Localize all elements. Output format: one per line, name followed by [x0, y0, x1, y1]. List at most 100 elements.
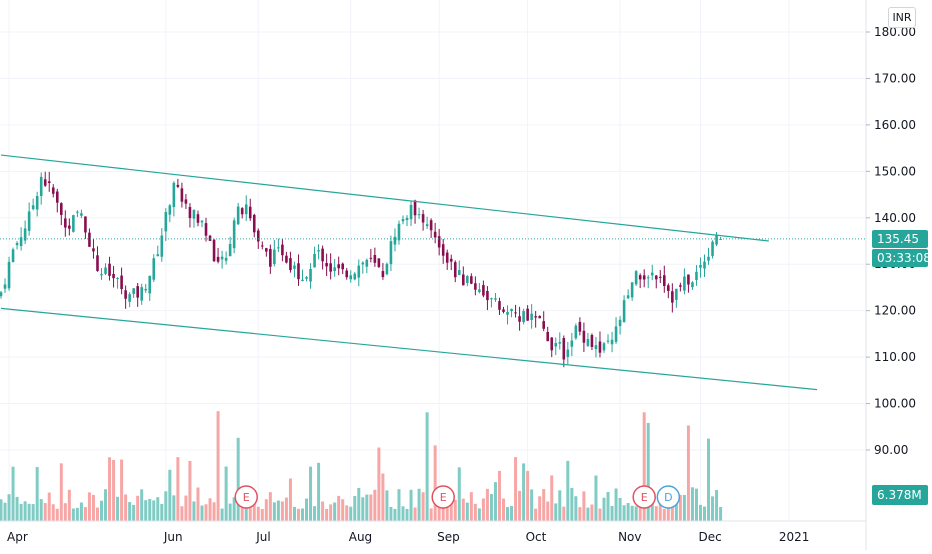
volume-bar	[658, 497, 662, 521]
candle-body	[445, 252, 449, 263]
candle-body	[526, 308, 529, 321]
volume-bar	[248, 495, 252, 521]
volume-bar	[433, 445, 437, 521]
candle-body	[518, 316, 521, 322]
volume-bar	[108, 457, 112, 521]
candle-body	[361, 262, 365, 265]
time-tick-label: Dec	[698, 530, 721, 544]
trendlines	[0, 154, 866, 391]
candle-body	[132, 288, 135, 294]
trendline-upper-channel	[0, 154, 769, 242]
candle-body	[429, 220, 433, 231]
candle-body	[228, 243, 232, 257]
volume-bar	[562, 506, 566, 521]
candle-body	[650, 272, 654, 276]
candle-body	[602, 343, 606, 351]
candle-body	[638, 275, 642, 280]
volume-bar	[634, 506, 638, 521]
candle-body	[546, 332, 550, 342]
candle-body	[281, 244, 284, 256]
dividend-marker	[656, 485, 681, 509]
volume-bar	[236, 437, 240, 521]
candle-body	[64, 218, 67, 228]
volume-bar	[582, 491, 586, 521]
candle-body	[482, 285, 485, 296]
volume-bar	[124, 494, 128, 521]
candle-body	[7, 261, 11, 289]
volume-bar	[493, 482, 497, 521]
last-price-label: 135.45	[872, 229, 928, 248]
volume-bar	[377, 447, 381, 521]
candle-body	[196, 214, 200, 223]
candle-body	[506, 311, 509, 315]
volume-bar	[461, 498, 465, 521]
candle-body	[337, 264, 340, 269]
volume-bar	[176, 457, 180, 521]
volume-bar	[156, 497, 160, 521]
grid	[0, 0, 866, 521]
candle-body	[180, 188, 184, 202]
candle-body	[55, 191, 59, 203]
volume-bar	[566, 460, 570, 521]
volume-bar	[694, 488, 698, 521]
volume-bar	[112, 459, 116, 521]
volume-bar	[325, 508, 329, 521]
candle-body	[401, 219, 405, 222]
volume-bar	[95, 507, 99, 521]
candle-body	[51, 187, 55, 194]
volume-bar	[477, 508, 481, 521]
volume-bar	[232, 497, 236, 521]
volume-bar	[526, 470, 530, 521]
volume-bar	[530, 489, 534, 521]
candle-body	[393, 236, 397, 245]
candle-body	[261, 245, 264, 247]
time-tick-label: 2021	[779, 530, 810, 544]
volume-bar	[518, 490, 522, 521]
candle-body	[293, 265, 296, 269]
bar-countdown-label: 03:33:08	[872, 248, 931, 267]
volume-bar	[445, 497, 449, 521]
volume-bar	[35, 467, 39, 521]
volume-bar	[164, 491, 168, 521]
candle-body	[188, 206, 192, 219]
volume-bar	[284, 497, 288, 521]
candle-body	[244, 204, 248, 215]
earnings-marker	[431, 485, 455, 509]
candle-body	[562, 338, 566, 360]
candle-body	[389, 241, 393, 265]
candle-body	[39, 176, 43, 197]
candle-body	[236, 206, 240, 225]
volume-bar	[104, 489, 108, 521]
currency-badge[interactable]: INR	[888, 7, 916, 28]
volume-bar	[292, 506, 296, 521]
candle-body	[385, 263, 389, 275]
volume-bar	[313, 506, 317, 521]
candle-body	[357, 265, 361, 278]
volume-bar	[79, 502, 83, 521]
candle-body	[510, 308, 513, 312]
candle-body	[216, 256, 220, 262]
volume-bar	[301, 508, 304, 521]
candle-body	[409, 204, 413, 220]
candle-body	[699, 264, 702, 268]
volume-bar	[160, 503, 164, 521]
time-axis: Apr Jun Jul Aug Sep Oct Nov Dec 2021	[0, 520, 866, 544]
candle-body	[232, 220, 236, 249]
candle-body	[614, 326, 618, 342]
candle-body	[156, 254, 160, 257]
candle-body	[43, 179, 47, 186]
earnings-marker	[632, 485, 656, 509]
volume-bar	[337, 495, 341, 521]
volume-bar	[148, 498, 152, 521]
candle-body	[711, 241, 714, 256]
volume-bar	[305, 498, 309, 521]
candle-body	[646, 277, 650, 279]
volume-bars	[0, 411, 723, 521]
volume-bar	[453, 499, 457, 521]
candle-body	[176, 184, 180, 187]
price-tick-label: 140.00	[874, 211, 916, 225]
candle-body	[104, 267, 107, 274]
price-tick-label: 90.00	[874, 443, 908, 457]
